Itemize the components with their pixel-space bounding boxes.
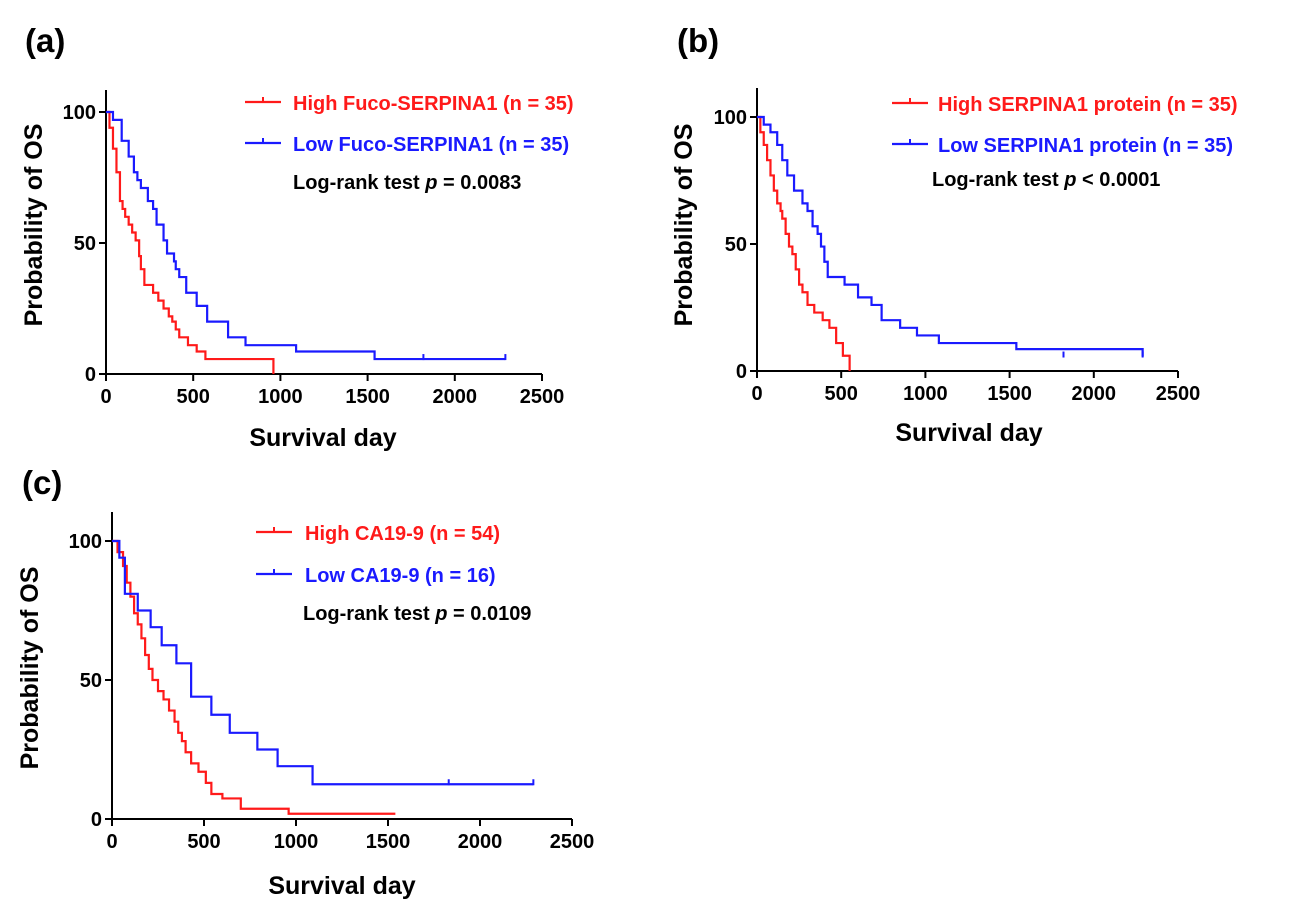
x-tick-label: 0 — [106, 831, 117, 853]
series-line-1 — [106, 110, 275, 374]
annotation-p: p — [434, 603, 447, 625]
legend-label-2: Low SERPINA1 protein (n = 35) — [938, 135, 1233, 157]
x-tick-label: 1000 — [258, 386, 303, 408]
x-axis-title: Survival day — [895, 419, 1042, 447]
annotation-prefix: Log-rank test — [293, 172, 425, 194]
y-tick-label: 50 — [80, 670, 102, 692]
y-tick-label: 100 — [69, 531, 102, 553]
series-line-2 — [112, 539, 534, 786]
series-line-2 — [757, 115, 1144, 357]
x-tick-label: 2000 — [458, 831, 503, 853]
series-line-1 — [757, 115, 851, 371]
x-tick-label: 1500 — [366, 831, 411, 853]
x-tick-label: 0 — [100, 386, 111, 408]
annotation-value: = 0.0083 — [437, 172, 521, 194]
x-tick-label: 1000 — [903, 383, 948, 405]
series-line-1 — [112, 539, 396, 815]
y-tick-label: 0 — [736, 361, 747, 383]
y-tick-label: 0 — [85, 364, 96, 386]
y-axis-title: Probability of OS — [20, 124, 48, 327]
panel-label: (b) — [677, 22, 719, 59]
y-axis-title: Probability of OS — [16, 567, 44, 770]
x-tick-label: 1000 — [274, 831, 319, 853]
annotation-p: p — [424, 172, 437, 194]
x-tick-label: 1500 — [345, 386, 390, 408]
x-tick-label: 2500 — [1156, 383, 1201, 405]
x-tick-label: 500 — [825, 383, 858, 405]
legend-label-2: Low CA19-9 (n = 16) — [305, 565, 496, 587]
annotation-p: p — [1063, 169, 1076, 191]
x-tick-label: 2000 — [433, 386, 478, 408]
y-tick-label: 100 — [714, 107, 747, 129]
x-tick-label: 1500 — [987, 383, 1032, 405]
legend-label-1: High CA19-9 (n = 54) — [305, 523, 500, 545]
annotation-prefix: Log-rank test — [932, 169, 1064, 191]
y-tick-label: 50 — [725, 234, 747, 256]
annotation-prefix: Log-rank test — [303, 603, 435, 625]
log-rank-annotation: Log-rank test p = 0.0109 — [303, 603, 531, 625]
y-tick-label: 0 — [91, 809, 102, 831]
series-line-2 — [106, 110, 506, 361]
x-tick-label: 500 — [187, 831, 220, 853]
x-tick-label: 2500 — [520, 386, 565, 408]
x-axis-title: Survival day — [268, 872, 415, 900]
y-tick-label: 100 — [63, 102, 96, 124]
x-tick-label: 2500 — [550, 831, 595, 853]
panel-label: (c) — [22, 464, 62, 501]
x-tick-label: 0 — [751, 383, 762, 405]
log-rank-annotation: Log-rank test p < 0.0001 — [932, 169, 1160, 191]
legend-label-1: High SERPINA1 protein (n = 35) — [938, 94, 1237, 116]
legend-label-2: Low Fuco-SERPINA1 (n = 35) — [293, 134, 569, 156]
x-axis-title: Survival day — [249, 424, 396, 452]
annotation-value: < 0.0001 — [1076, 169, 1160, 191]
x-tick-label: 500 — [177, 386, 210, 408]
chart-panel-1: (a) 0 500 1000 1500 2000 2500 0 50 100 Survival da… — [20, 22, 574, 452]
panel-label: (a) — [25, 22, 65, 59]
chart-panel-2: (b) 0 500 1000 1500 2000 2500 0 50 100 Survival da… — [670, 22, 1237, 447]
chart-panel-3: (c) 0 500 1000 1500 2000 2500 0 50 100 Survival da… — [16, 464, 594, 900]
annotation-value: = 0.0109 — [447, 603, 531, 625]
y-axis-title: Probability of OS — [670, 124, 698, 327]
x-tick-label: 2000 — [1072, 383, 1117, 405]
log-rank-annotation: Log-rank test p = 0.0083 — [293, 172, 521, 194]
legend-label-1: High Fuco-SERPINA1 (n = 35) — [293, 93, 574, 115]
y-tick-label: 50 — [74, 233, 96, 255]
